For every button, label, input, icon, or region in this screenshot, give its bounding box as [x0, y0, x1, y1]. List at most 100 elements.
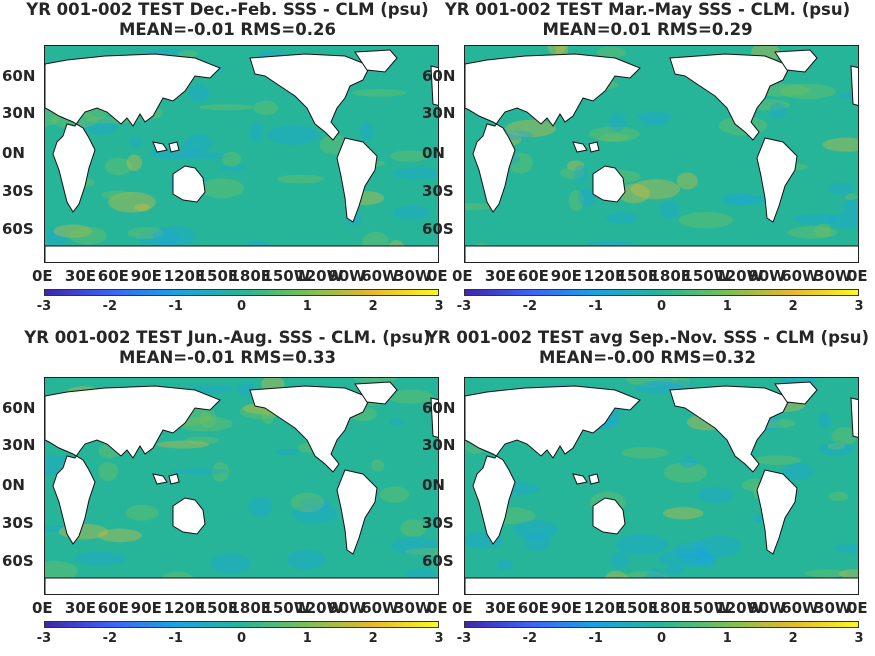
anomaly-blob	[640, 118, 668, 126]
map-plot	[44, 377, 439, 595]
lat-tick-label: 30S	[422, 514, 454, 533]
anomaly-blob	[578, 188, 596, 207]
anomaly-blob	[568, 190, 584, 211]
colorbar-tick-label: -3	[456, 299, 472, 314]
lon-tick-label: 60W	[361, 599, 399, 617]
map-plot	[44, 45, 439, 263]
anomaly-blob	[782, 462, 814, 481]
lon-tick-label: 30E	[484, 267, 517, 285]
lon-tick-label: 120W	[295, 599, 344, 617]
land-mass	[465, 245, 858, 262]
lon-tick-label: 60E	[97, 599, 129, 617]
lon-tick-label: 0E	[452, 599, 473, 617]
anomaly-blob	[138, 230, 180, 246]
anomaly-blob	[524, 532, 551, 551]
anomaly-blob	[371, 459, 385, 472]
lon-tick-label: 120E	[583, 599, 626, 617]
lon-tick-label: 30E	[64, 267, 97, 285]
anomaly-blob	[610, 551, 630, 569]
anomaly-blob	[665, 565, 684, 575]
anomaly-blob	[83, 118, 117, 135]
lon-tick-label: 90W	[748, 599, 786, 617]
anomaly-blob	[818, 442, 854, 456]
land-mass	[45, 577, 438, 594]
land-mass	[572, 141, 588, 153]
anomaly-blob	[129, 136, 142, 147]
land-mass	[756, 469, 798, 555]
anomaly-blob	[404, 548, 438, 556]
lon-tick-label: 0E	[427, 267, 448, 285]
map-field	[45, 46, 438, 262]
anomaly-blob	[817, 413, 832, 429]
anomaly-blob	[390, 150, 429, 162]
anomaly-blob	[300, 497, 331, 511]
lon-tick-label: 180E	[649, 599, 692, 617]
anomaly-blob	[636, 112, 673, 121]
colorbar-tick-label: -3	[456, 631, 472, 646]
land-mass	[465, 53, 641, 213]
lon-tick-label: 0E	[452, 267, 473, 285]
anomaly-blob	[211, 462, 230, 482]
anomaly-blob	[178, 50, 198, 58]
anomaly-blob	[177, 416, 233, 432]
lat-tick-label: 30S	[2, 182, 34, 201]
map-plot	[464, 377, 859, 595]
panel-title: YR 001-002 TEST Dec.-Feb. SSS - CLM (psu…	[26, 0, 429, 19]
land-mass	[572, 473, 588, 485]
lon-tick-label: 120W	[295, 267, 344, 285]
anomaly-blob	[662, 507, 704, 520]
anomaly-blob	[156, 440, 210, 449]
land-mass	[430, 65, 438, 106]
anomaly-blob	[46, 227, 67, 247]
land-mass	[850, 65, 858, 106]
anomaly-blob	[359, 121, 374, 141]
anomaly-blob	[663, 462, 708, 483]
lat-tick-label: 60S	[2, 220, 34, 239]
lat-tick-label: 60S	[2, 552, 34, 571]
anomaly-blob	[678, 554, 714, 563]
lat-tick-label: 60N	[2, 66, 36, 85]
anomaly-blob	[125, 504, 159, 521]
anomaly-blob	[53, 224, 93, 238]
lon-tick-label: 0E	[32, 599, 53, 617]
anomaly-blob	[513, 520, 558, 540]
anomaly-blob	[97, 528, 142, 543]
anomaly-blob	[754, 455, 802, 465]
anomaly-blob	[573, 164, 587, 183]
anomaly-blob	[45, 560, 78, 582]
panel-dec-feb: YR 001-002 TEST Dec.-Feb. SSS - CLM (psu…	[0, 0, 455, 325]
anomaly-blob	[390, 537, 438, 555]
lon-tick-label: 180E	[229, 599, 272, 617]
land-mass	[152, 473, 168, 485]
lat-tick-label: 0N	[2, 143, 25, 162]
lon-tick-label: 90E	[550, 267, 582, 285]
lon-tick-label: 120E	[163, 267, 206, 285]
land-mass	[354, 49, 398, 73]
anomaly-blob	[210, 553, 252, 574]
anomaly-blob	[290, 492, 325, 513]
anomaly-blob	[393, 167, 438, 180]
lon-tick-label: 30W	[394, 599, 432, 617]
anomaly-blob	[101, 190, 133, 200]
anomaly-blob	[184, 436, 219, 445]
colorbar	[44, 289, 439, 296]
anomaly-blob	[392, 205, 430, 220]
anomaly-blob	[388, 389, 434, 404]
anomaly-blob	[678, 212, 733, 229]
lon-tick-label: 60E	[517, 267, 549, 285]
panel-subtitle: MEAN=-0.01 RMS=0.26	[119, 20, 336, 39]
anomaly-blob	[828, 491, 849, 501]
anomaly-blob	[104, 157, 133, 176]
anomaly-blob	[126, 154, 143, 171]
panel-title: YR 001-002 TEST avg Sep.-Nov. SSS - CLM …	[425, 328, 870, 347]
anomaly-blob	[630, 179, 681, 200]
colorbar-tick-label: 1	[722, 631, 732, 646]
lon-tick-label: 150E	[196, 599, 239, 617]
colorbar-tick-label: 3	[434, 631, 444, 646]
anomaly-blob	[199, 104, 255, 111]
anomaly-blob	[618, 183, 650, 204]
lon-tick-label: 30W	[394, 267, 432, 285]
lon-tick-label: 150W	[262, 267, 311, 285]
lon-tick-label: 150W	[682, 267, 731, 285]
colorbar-tick-label: 0	[236, 631, 247, 646]
